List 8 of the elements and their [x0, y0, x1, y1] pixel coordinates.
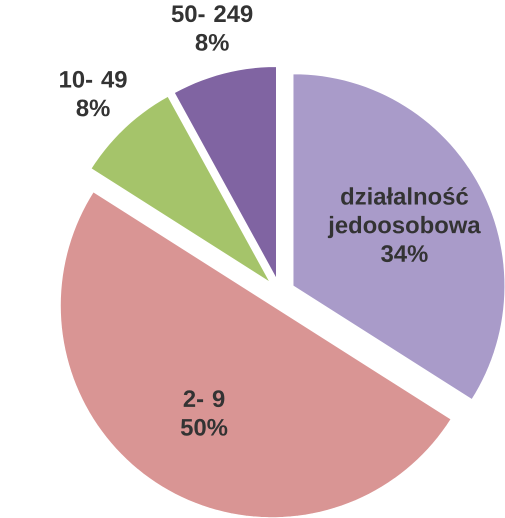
data-label: 8% — [196, 34, 229, 51]
data-label: 8% — [76, 99, 110, 116]
slice-label: działalność jedoosobowa — [328, 187, 481, 238]
slice-label: 2- 9 — [184, 390, 224, 408]
slice-label: 50- 249 — [172, 5, 252, 22]
slice-label: 10- 49 — [60, 70, 127, 88]
data-label: 50% — [180, 418, 228, 436]
data-label: 34% — [380, 245, 428, 262]
